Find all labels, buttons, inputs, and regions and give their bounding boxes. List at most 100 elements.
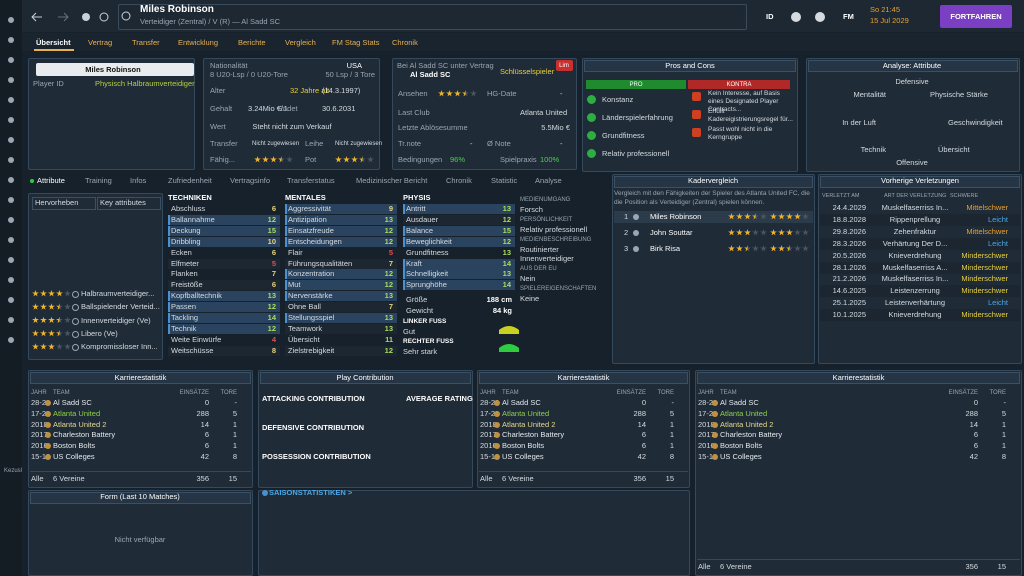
career-apps: 14 <box>200 419 209 429</box>
career-team: Boston Bolts <box>502 441 545 451</box>
card-role: Physisch Halbraumverteidiger <box>95 79 195 88</box>
subtab[interactable]: Transferstatus <box>287 176 335 185</box>
total-rule <box>30 471 251 472</box>
star <box>40 329 47 337</box>
star <box>752 213 759 220</box>
attribute-value: 13 <box>384 214 393 224</box>
squad-description: Vergleich mit den Fähigkeiten der Spiele… <box>614 190 810 206</box>
attribute-highlight <box>285 204 397 214</box>
career-team: US Colleges <box>502 452 544 461</box>
tab[interactable]: Übersicht <box>36 38 71 47</box>
tab[interactable]: Berichte <box>238 38 266 47</box>
subtab[interactable]: Attribute <box>37 176 65 185</box>
club-training: - <box>470 139 473 148</box>
club-icon <box>45 443 51 450</box>
star <box>32 303 39 310</box>
top-icons[interactable] <box>780 2 900 32</box>
pro-item: Konstanz <box>602 95 634 104</box>
pro-header <box>586 80 686 89</box>
continue-button[interactable] <box>940 5 1012 28</box>
squad-rank: 3 <box>624 244 629 253</box>
attribute-name: Konzentration <box>288 269 335 279</box>
attribute-highlight <box>285 225 397 236</box>
star-rating <box>438 90 478 98</box>
career-total: Alle <box>480 474 493 483</box>
club-fee-label: Letzte Ablösesumme <box>398 123 468 132</box>
info-youth-caps: 8 U20-Lsp / 0 U20-Tore <box>210 70 288 79</box>
attribute-highlight <box>403 225 515 236</box>
tab[interactable]: Vertrag <box>88 38 113 47</box>
table-header: TEAM <box>502 390 519 396</box>
role-icon <box>72 330 79 338</box>
career-goals: 5 <box>1001 408 1006 418</box>
squad-name: John Souttar <box>650 228 693 237</box>
career-year: 2018 <box>698 419 715 429</box>
panel-title[interactable]: Analyse: Attribute <box>882 61 942 70</box>
attribute-value: 8 <box>271 345 276 355</box>
continue-label[interactable]: FORTFAHREN <box>950 12 1002 21</box>
media-value: Routinierter Innenverteidiger <box>520 245 574 263</box>
tab[interactable]: Chronik <box>392 38 418 47</box>
club-avg: - <box>560 139 563 148</box>
table-header: EINSÄTZE <box>948 390 978 396</box>
tab[interactable]: Vergleich <box>285 38 316 47</box>
subtab[interactable]: Medizinischer Bericht <box>356 176 428 185</box>
play-heading: DEFENSIVE CONTRIBUTION <box>262 423 365 432</box>
star <box>367 156 374 163</box>
sidebar-icons <box>8 17 14 343</box>
subtab[interactable]: Chronik <box>446 176 472 185</box>
table-header: SCHWERE <box>950 193 979 199</box>
subtab[interactable]: Training <box>85 176 112 185</box>
attribute-group-title: PHYSIS <box>403 193 431 202</box>
attribute-highlight <box>403 236 515 247</box>
player-icon <box>633 214 639 220</box>
dropdown-label[interactable]: Key attributes <box>100 198 146 207</box>
attribute-value: 13 <box>384 323 393 333</box>
attribute-name: Technik <box>171 323 197 333</box>
star <box>744 229 751 236</box>
tab[interactable]: FM Stag Stats <box>332 38 380 47</box>
nav-icons[interactable] <box>24 2 134 32</box>
subtab[interactable]: Vertragsinfo <box>230 176 271 185</box>
name-plate <box>36 63 194 76</box>
subtab[interactable]: Infos <box>130 176 147 185</box>
panel-title[interactable]: Karrierestatistik <box>557 373 610 382</box>
role-icon <box>72 317 79 325</box>
star-rating <box>728 229 768 237</box>
tab[interactable]: Transfer <box>132 38 160 47</box>
top-bar <box>0 0 1024 32</box>
fm-button[interactable]: FM <box>843 12 854 21</box>
attribute-highlight <box>285 291 397 302</box>
subtab[interactable]: Statistic <box>491 176 518 185</box>
attribute-highlight <box>285 269 397 280</box>
subtab[interactable]: Analyse <box>535 176 562 185</box>
star <box>438 90 445 97</box>
panel-title[interactable]: Play Contribution <box>336 373 394 382</box>
career-goals: 1 <box>669 430 674 440</box>
season-link[interactable]: SAISONSTATISTIKEN > <box>269 488 353 497</box>
table-header: EINSÄTZE <box>179 390 209 396</box>
club-badge: Lim <box>559 63 569 69</box>
dropdown-label[interactable]: Hervorheben <box>35 198 79 207</box>
career-total: 356 <box>633 474 646 483</box>
injury-type: Zehenfraktur <box>893 226 937 236</box>
star <box>760 213 767 220</box>
con-header <box>688 80 790 89</box>
subtab[interactable]: Zufriedenheit <box>168 176 212 185</box>
club-avg-label: Ø Note <box>487 139 511 148</box>
con-item: Passt wohl nicht in die Kerngruppe <box>708 126 773 141</box>
panel-title[interactable]: Karrierestatistik <box>832 373 885 382</box>
attribute-name: Weitschüsse <box>171 345 214 355</box>
player-card <box>28 58 195 170</box>
table-header: TEAM <box>720 390 737 396</box>
tab[interactable]: Entwicklung <box>178 38 219 47</box>
star <box>794 229 801 236</box>
star <box>262 156 269 163</box>
panel-title[interactable]: Karrierestatistik <box>114 373 167 382</box>
physical-weight: 84 kg <box>492 306 512 315</box>
id-button[interactable]: ID <box>766 12 774 21</box>
club-icon <box>494 400 500 406</box>
physical-left-foot: Gut <box>403 327 416 336</box>
club-last-club-label: Last Club <box>398 108 430 117</box>
injury-severity: Minderschwer <box>961 250 1008 260</box>
